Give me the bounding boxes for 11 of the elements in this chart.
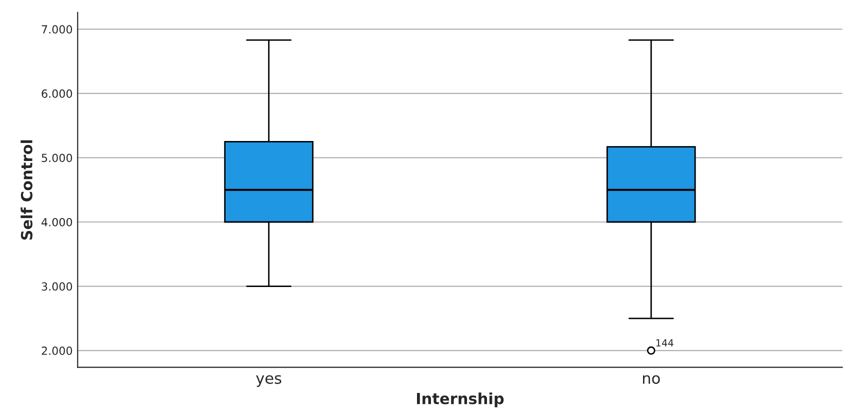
x-tick-label: yes: [256, 375, 282, 387]
y-tick-label: 6.000: [42, 89, 72, 98]
y-tick-label: 3.000: [42, 282, 72, 291]
y-axis-title: Self Control: [20, 140, 32, 240]
y-tick-label: 2.000: [42, 346, 72, 355]
y-tick-label: 5.000: [42, 154, 72, 162]
y-tick-label: 7.000: [42, 25, 72, 34]
x-tick-label: no: [643, 375, 660, 384]
annotation: 144: [656, 339, 674, 346]
x-axis-title: Internship: [416, 392, 504, 408]
y-tick-label: 4.000: [42, 218, 72, 226]
